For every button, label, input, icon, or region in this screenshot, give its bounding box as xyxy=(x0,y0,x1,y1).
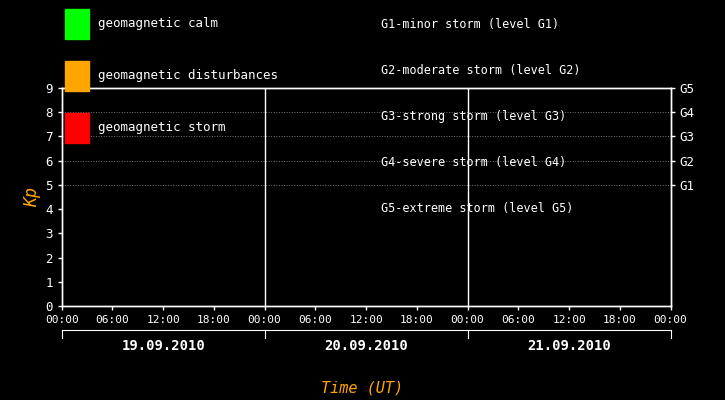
Text: geomagnetic calm: geomagnetic calm xyxy=(98,18,218,30)
Text: G1-minor storm (level G1): G1-minor storm (level G1) xyxy=(381,18,559,31)
Text: Time (UT): Time (UT) xyxy=(321,380,404,396)
Text: geomagnetic disturbances: geomagnetic disturbances xyxy=(98,70,278,82)
Text: 21.09.2010: 21.09.2010 xyxy=(527,339,611,353)
Y-axis label: Kp: Kp xyxy=(23,187,41,207)
Text: G5-extreme storm (level G5): G5-extreme storm (level G5) xyxy=(381,202,573,215)
Text: geomagnetic storm: geomagnetic storm xyxy=(98,122,225,134)
Text: 19.09.2010: 19.09.2010 xyxy=(121,339,205,353)
Text: G3-strong storm (level G3): G3-strong storm (level G3) xyxy=(381,110,566,123)
Text: G4-severe storm (level G4): G4-severe storm (level G4) xyxy=(381,156,566,169)
Text: 20.09.2010: 20.09.2010 xyxy=(324,339,408,353)
Text: G2-moderate storm (level G2): G2-moderate storm (level G2) xyxy=(381,64,580,77)
